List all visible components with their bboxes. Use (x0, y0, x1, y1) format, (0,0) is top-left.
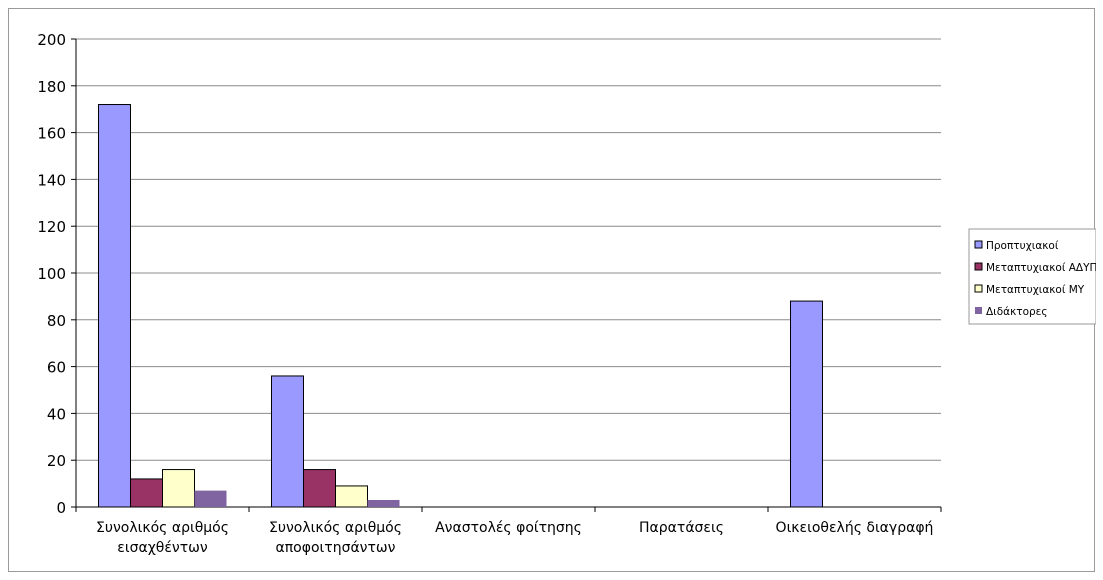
y-tick-label: 140 (37, 171, 66, 189)
bar (367, 499, 400, 507)
y-tick-label: 180 (37, 78, 66, 96)
bar (97, 104, 131, 508)
legend-swatch (975, 307, 982, 314)
legend-label: Μεταπτυχιακοί ΑΔΥΠ (986, 262, 1096, 274)
bar (302, 469, 336, 508)
legend-swatch (974, 262, 983, 271)
bar (335, 485, 369, 508)
x-tick-label: Συνολικός αριθμός αποφοιτησάντων (269, 520, 402, 556)
legend-label: Διδάκτορες (986, 306, 1048, 318)
legend-swatch (974, 284, 983, 293)
y-tick-label: 160 (37, 125, 66, 143)
legend-label: Προπτυχιακοί (986, 240, 1059, 252)
y-tick-label: 0 (56, 499, 66, 517)
legend: Προπτυχιακοί Μεταπτυχιακοί ΑΔΥΠ Μεταπτυχια… (968, 228, 1097, 325)
x-tick-labels: Συνολικός αριθμός εισαχθέντων Συνολικός αρ… (96, 520, 933, 556)
y-tick-label: 40 (47, 405, 66, 423)
x-tick-label: Συνολικός αριθμός εισαχθέντων (96, 520, 229, 556)
y-tick-label: 100 (37, 265, 66, 283)
y-tick-label: 20 (47, 452, 66, 470)
y-tick-label: 200 (37, 31, 66, 49)
x-tick-label: Παρατάσεις (639, 520, 724, 536)
bar (270, 375, 304, 508)
y-tick-label: 80 (47, 312, 66, 330)
y-tick-label: 120 (37, 218, 66, 236)
x-tick-label: Αναστολές φοίτησης (435, 520, 582, 536)
legend-box (968, 228, 1097, 325)
legend-swatch (974, 240, 983, 249)
y-tick-label: 60 (47, 359, 66, 377)
gridlines (76, 38, 941, 461)
y-tick-labels: 0 20 40 60 80 100 120 140 160 180 200 (37, 31, 66, 517)
bar-chart: 0 20 40 60 80 100 120 140 160 180 200 Συνολικός αρ… (37, 31, 1097, 556)
legend-label: Μεταπτυχιακοί ΜΥ (986, 284, 1085, 296)
bar (789, 300, 823, 508)
x-tick-label: Οικειοθελής διαγραφή (776, 520, 934, 536)
chart-frame: 0 20 40 60 80 100 120 140 160 180 200 Συνολικός αρ… (8, 8, 1097, 572)
bar (129, 478, 164, 508)
bars (97, 104, 823, 508)
bar (194, 490, 227, 507)
bar (162, 469, 196, 508)
